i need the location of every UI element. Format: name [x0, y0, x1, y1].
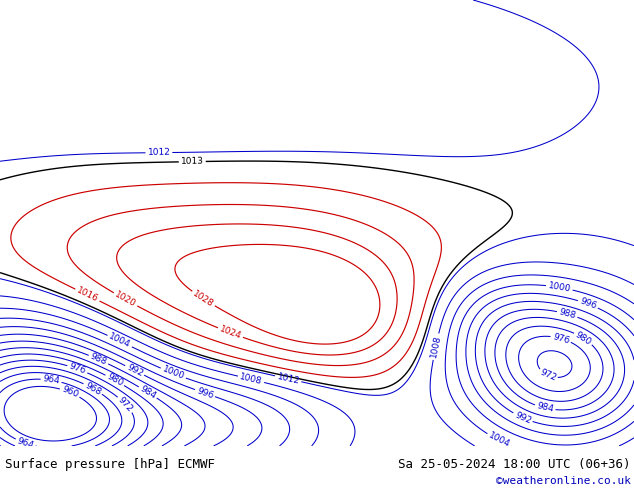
Text: 1012: 1012 — [148, 148, 171, 157]
Text: 1012: 1012 — [276, 372, 301, 386]
Text: 1004: 1004 — [487, 431, 512, 449]
Text: 976: 976 — [552, 332, 571, 345]
Text: 1028: 1028 — [191, 289, 216, 309]
Text: 980: 980 — [105, 372, 124, 388]
Text: ©weatheronline.co.uk: ©weatheronline.co.uk — [496, 476, 631, 487]
Text: 1024: 1024 — [218, 324, 243, 341]
Text: 988: 988 — [558, 307, 577, 320]
Text: 972: 972 — [117, 395, 134, 414]
Text: 996: 996 — [195, 386, 214, 400]
Text: 972: 972 — [538, 368, 558, 383]
Text: 1020: 1020 — [113, 290, 138, 309]
Text: 1016: 1016 — [75, 286, 100, 304]
Text: 960: 960 — [60, 385, 80, 400]
Text: 976: 976 — [68, 362, 87, 376]
Text: 1008: 1008 — [429, 335, 443, 359]
Text: 964: 964 — [16, 436, 35, 450]
Text: 980: 980 — [574, 330, 593, 347]
Text: Sa 25-05-2024 18:00 UTC (06+36): Sa 25-05-2024 18:00 UTC (06+36) — [398, 458, 631, 471]
Text: 1000: 1000 — [547, 281, 571, 294]
Text: 1004: 1004 — [107, 332, 132, 350]
Text: 1008: 1008 — [239, 372, 263, 386]
Text: 1013: 1013 — [181, 157, 204, 166]
Text: 992: 992 — [125, 363, 145, 378]
Text: 1000: 1000 — [161, 365, 186, 382]
Text: 992: 992 — [513, 410, 533, 425]
Text: 988: 988 — [89, 352, 108, 367]
Text: 968: 968 — [83, 380, 103, 397]
Text: Surface pressure [hPa] ECMWF: Surface pressure [hPa] ECMWF — [5, 458, 215, 471]
Text: 984: 984 — [138, 384, 157, 401]
Text: 964: 964 — [42, 374, 60, 386]
Text: 996: 996 — [578, 297, 598, 311]
Text: 984: 984 — [536, 402, 554, 415]
